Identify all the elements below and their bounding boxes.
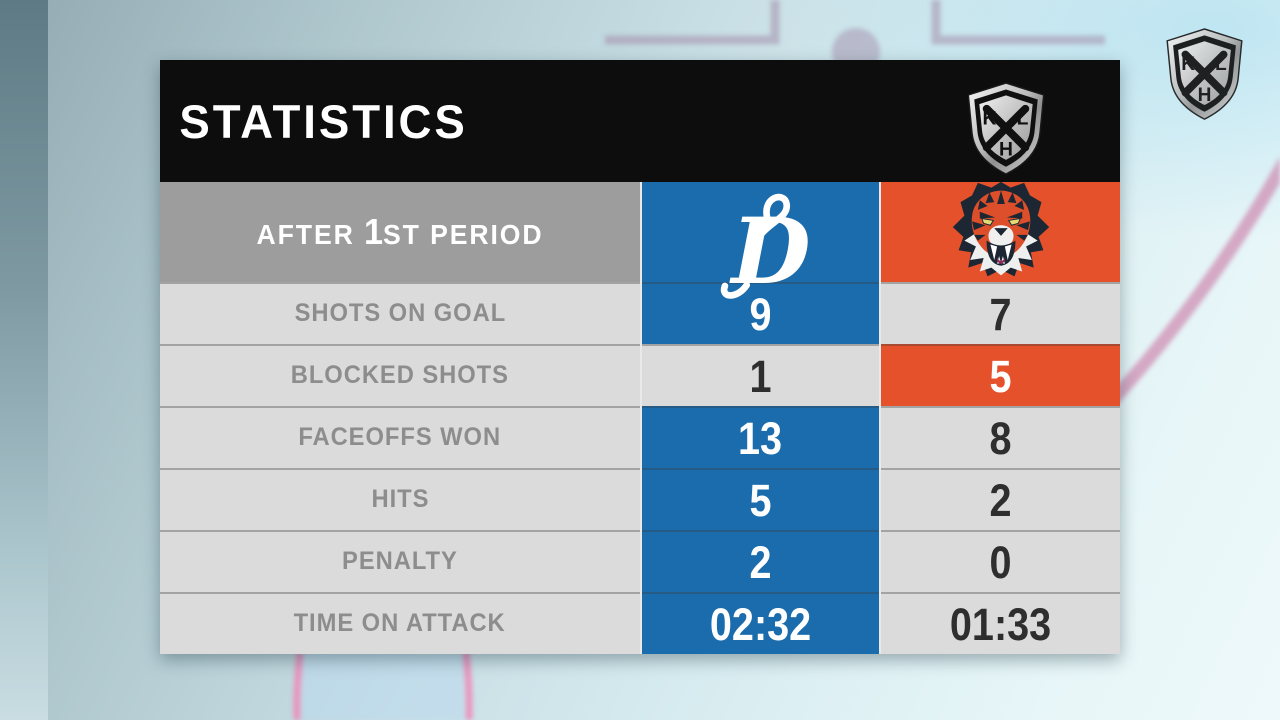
away-stat-value: 7 [881, 282, 1120, 344]
stat-row: PENALTY 2 0 [160, 530, 1120, 592]
period-header-row: AFTER 1ST PERIOD D [160, 182, 1120, 304]
home-stat-value: 2 [642, 530, 879, 592]
stat-row: HITS 5 2 [160, 468, 1120, 530]
statistics-panel: STATISTICS AFTER 1ST PERIOD D [160, 60, 1120, 654]
stat-row: TIME ON ATTACK 02:32 01:33 [160, 592, 1120, 654]
period-label: AFTER 1ST PERIOD [160, 182, 640, 282]
home-team-logo-cell: D [642, 182, 879, 304]
panel-title: STATISTICS [179, 94, 468, 148]
faceoff-circle-bottom [293, 651, 473, 720]
away-stat-value: 0 [881, 530, 1120, 592]
stat-label: TIME ON ATTACK [160, 592, 640, 654]
khl-logo-watermark [1159, 27, 1250, 122]
home-stat-value: 5 [642, 468, 879, 530]
stat-label: BLOCKED SHOTS [160, 344, 640, 406]
away-stat-value: 2 [881, 468, 1120, 530]
away-stat-value: 8 [881, 406, 1120, 468]
stat-row: FACEOFFS WON 13 8 [160, 406, 1120, 468]
stat-row: BLOCKED SHOTS 1 5 [160, 344, 1120, 406]
left-gradient-band [0, 0, 48, 720]
home-stat-value: 02:32 [642, 592, 879, 654]
away-stat-value: 01:33 [881, 592, 1120, 654]
stat-label: FACEOFFS WON [160, 406, 640, 468]
home-stat-value: 9 [642, 282, 879, 344]
away-team-logo-cell [881, 182, 1120, 282]
dynamo-moscow-script-d-logo: D [720, 193, 810, 304]
stat-label: HITS [160, 468, 640, 530]
stat-row: SHOTS ON GOAL 9 7 [160, 282, 1120, 344]
amur-khabarovsk-tiger-logo [952, 182, 1049, 277]
title-bar: STATISTICS [160, 60, 1120, 182]
stat-label: SHOTS ON GOAL [160, 282, 640, 344]
away-stat-value: 5 [881, 344, 1120, 406]
stat-label: PENALTY [160, 530, 640, 592]
home-stat-value: 1 [642, 344, 879, 406]
home-stat-value: 13 [642, 406, 879, 468]
faceoff-circle-arc [1108, 156, 1280, 405]
khl-logo-icon [960, 81, 1052, 177]
